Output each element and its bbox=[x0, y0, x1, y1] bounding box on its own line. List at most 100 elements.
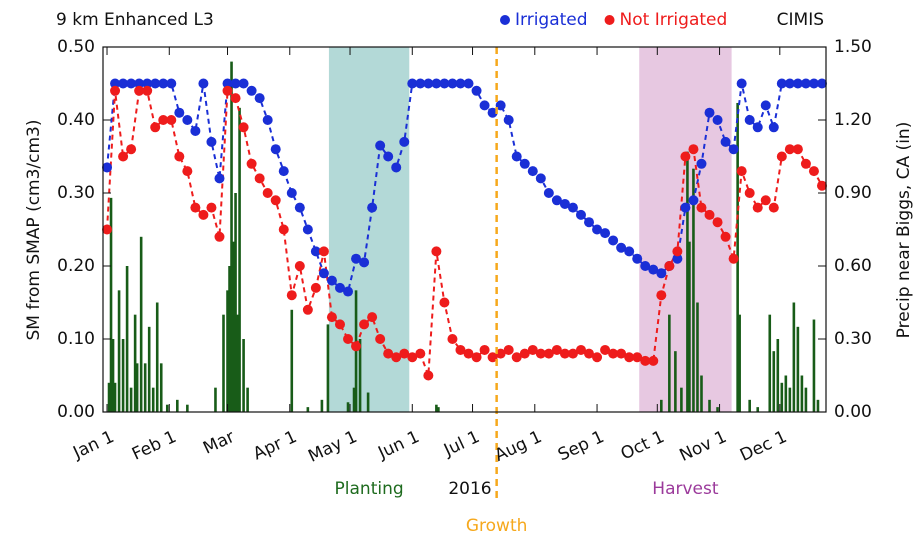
data-point bbox=[479, 100, 490, 111]
precip-bar bbox=[147, 326, 151, 412]
season-span bbox=[639, 47, 732, 412]
data-point bbox=[471, 85, 482, 96]
data-point bbox=[479, 344, 490, 355]
data-point bbox=[487, 352, 498, 363]
precip-bar bbox=[700, 375, 703, 412]
data-point bbox=[238, 78, 249, 89]
data-point bbox=[318, 246, 329, 257]
data-point bbox=[246, 158, 257, 169]
data-point bbox=[294, 261, 305, 271]
y-tick-label: 0.10 bbox=[57, 329, 95, 349]
data-point bbox=[359, 257, 370, 268]
data-point bbox=[134, 85, 145, 96]
data-point bbox=[238, 122, 249, 133]
precip-bar bbox=[234, 193, 237, 412]
precip-bar bbox=[186, 404, 189, 412]
precip-bar bbox=[780, 382, 784, 412]
data-point bbox=[423, 370, 434, 381]
data-point bbox=[222, 85, 233, 96]
data-point bbox=[728, 144, 739, 155]
precip-bar bbox=[125, 266, 129, 412]
precip-bar bbox=[230, 61, 233, 412]
data-point bbox=[632, 253, 643, 264]
data-point bbox=[150, 78, 161, 89]
data-point bbox=[415, 348, 426, 359]
data-point bbox=[150, 122, 161, 133]
season-label: Harvest bbox=[652, 479, 719, 499]
data-point bbox=[190, 202, 201, 213]
data-point bbox=[134, 78, 145, 89]
data-point bbox=[286, 188, 297, 198]
data-point bbox=[455, 344, 466, 355]
precip-bar bbox=[117, 290, 121, 412]
precip-bar bbox=[435, 404, 438, 412]
precip-bar bbox=[111, 339, 115, 412]
data-point bbox=[182, 166, 193, 177]
data-point bbox=[656, 290, 667, 301]
precip-bar bbox=[159, 363, 163, 412]
plot-frame bbox=[102, 46, 827, 413]
data-point bbox=[118, 78, 129, 89]
background-layer bbox=[328, 47, 732, 412]
precip-bar bbox=[109, 197, 113, 412]
data-point bbox=[174, 107, 185, 118]
data-point bbox=[431, 246, 442, 257]
y-tick-label: 0.30 bbox=[57, 183, 95, 203]
data-point bbox=[351, 341, 362, 352]
y2-tick-label: 1.20 bbox=[834, 110, 872, 130]
precip-bar bbox=[113, 382, 117, 412]
y2-axis-label: Precip near Biggs, CA (in) bbox=[894, 122, 914, 339]
data-point bbox=[760, 100, 771, 111]
data-point bbox=[768, 122, 779, 133]
data-point bbox=[792, 78, 803, 89]
precip-bar bbox=[143, 363, 147, 412]
precip-bar bbox=[792, 302, 796, 412]
data-point bbox=[110, 78, 121, 89]
data-point bbox=[495, 100, 506, 111]
data-point bbox=[712, 217, 723, 228]
data-point bbox=[664, 261, 675, 271]
data-point bbox=[126, 144, 137, 155]
data-point bbox=[230, 78, 241, 89]
data-point bbox=[302, 304, 313, 315]
data-point bbox=[728, 253, 739, 264]
data-point bbox=[246, 85, 257, 96]
data-point bbox=[142, 78, 153, 89]
data-point bbox=[142, 85, 153, 96]
data-point bbox=[736, 166, 747, 177]
precip-bar bbox=[222, 314, 225, 412]
data-point bbox=[672, 253, 683, 264]
growth-label: Growth bbox=[466, 516, 528, 536]
data-point bbox=[214, 173, 225, 184]
data-point bbox=[463, 348, 474, 359]
precip-bar bbox=[816, 399, 820, 412]
data-point bbox=[198, 209, 209, 220]
x-tick-label: May 1 bbox=[305, 427, 360, 467]
legend-label: Not Irrigated bbox=[620, 10, 728, 30]
data-point bbox=[455, 78, 466, 89]
data-point bbox=[439, 78, 450, 89]
precip-bar bbox=[772, 351, 776, 412]
data-point bbox=[278, 224, 289, 235]
data-point bbox=[543, 348, 554, 359]
precip-bar bbox=[214, 387, 217, 412]
data-point bbox=[166, 115, 177, 125]
data-point bbox=[768, 202, 779, 213]
data-point bbox=[808, 78, 819, 89]
data-point bbox=[415, 78, 426, 89]
data-point bbox=[752, 202, 763, 213]
x-tick-label: Jul 1 bbox=[440, 427, 483, 461]
legend-marker bbox=[604, 15, 615, 25]
x-tick-label: Dec 1 bbox=[737, 427, 790, 466]
precip-bar bbox=[242, 339, 245, 412]
data-point bbox=[559, 198, 570, 209]
precip-bar bbox=[696, 302, 699, 412]
data-point bbox=[431, 78, 442, 89]
data-point bbox=[648, 355, 659, 366]
precip-bar bbox=[688, 241, 691, 412]
data-point bbox=[270, 195, 281, 206]
precip-bar bbox=[326, 324, 330, 412]
data-point bbox=[326, 275, 337, 286]
data-point bbox=[704, 107, 715, 118]
precip-bar bbox=[776, 339, 780, 412]
